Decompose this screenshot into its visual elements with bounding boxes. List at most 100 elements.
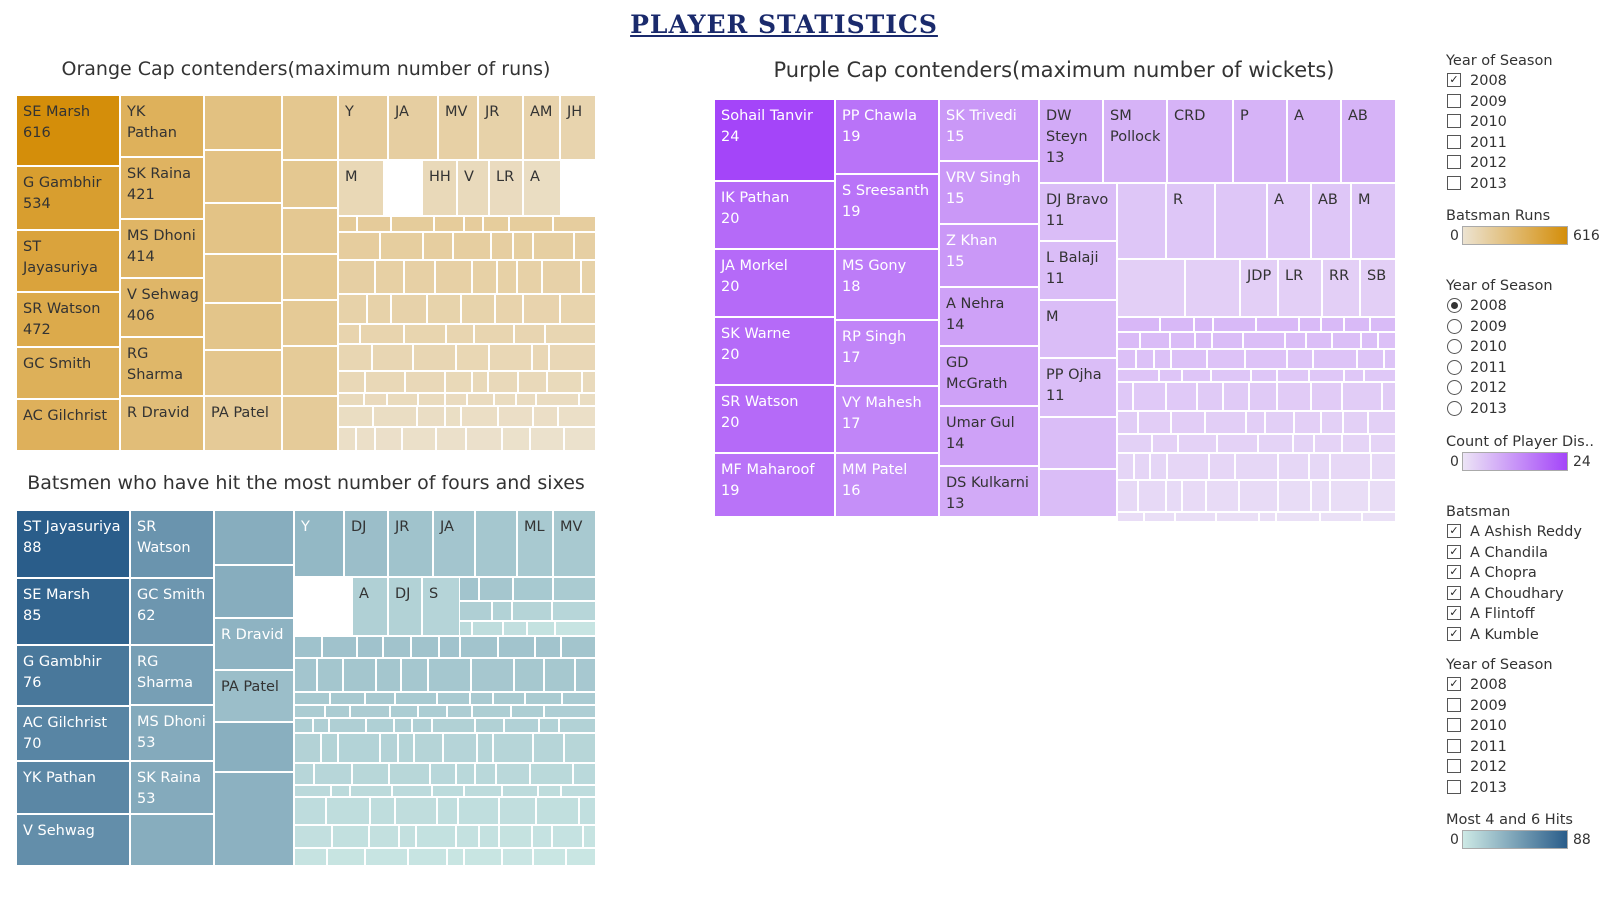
checkbox[interactable]: ✓ [1447, 524, 1461, 538]
lg-year1-option[interactable]: 2012 [1446, 153, 1553, 174]
checkbox[interactable]: ✓ [1447, 626, 1461, 641]
sixes-mark[interactable]: GC Smith 62 [130, 578, 214, 645]
checkbox[interactable]: ✓ [1447, 677, 1461, 691]
purple-mark[interactable]: VY Mahesh 17 [835, 386, 939, 453]
checkbox[interactable] [1447, 175, 1461, 190]
checkbox[interactable] [1447, 718, 1461, 732]
purple-mark[interactable]: AB [1341, 99, 1396, 183]
orange-mark[interactable]: ST Jayasuriya [16, 230, 120, 292]
checkbox[interactable]: ✓ [1447, 585, 1461, 600]
purple-mark[interactable]: DJ Bravo 11 [1039, 183, 1117, 241]
lg-year3-option[interactable]: 2012 [1446, 757, 1553, 778]
purple-mark[interactable]: MF Maharoof 19 [714, 453, 835, 517]
orange-mark[interactable] [204, 350, 282, 396]
orange-mark[interactable]: HH [422, 160, 457, 216]
purple-mark[interactable]: JA Morkel 20 [714, 249, 835, 317]
orange-mark[interactable]: AM [523, 95, 560, 160]
sixes-mark[interactable]: A [352, 577, 388, 636]
orange-mark[interactable] [282, 396, 338, 451]
checkbox[interactable] [1447, 114, 1461, 128]
sixes-mark[interactable] [130, 814, 214, 866]
sixes-mark[interactable] [214, 510, 294, 565]
purple-mark[interactable] [1117, 183, 1166, 259]
sixes-mark[interactable]: PA Patel [214, 670, 294, 722]
orange-mark[interactable] [282, 160, 338, 208]
checkbox[interactable] [1447, 738, 1461, 753]
sixes-mark[interactable]: SE Marsh 85 [16, 578, 130, 645]
purple-mark[interactable]: Z Khan 15 [939, 224, 1039, 287]
orange-mark[interactable]: M [338, 160, 384, 216]
purple-mark[interactable]: Umar Gul 14 [939, 406, 1039, 466]
lg-year1-option[interactable]: 2009 [1446, 92, 1553, 113]
purple-mark[interactable]: IK Pathan 20 [714, 181, 835, 249]
sixes-mark[interactable]: RG Sharma [130, 645, 214, 705]
orange-mark[interactable] [204, 254, 282, 303]
lg-batsman-option[interactable]: ✓ A Chandila [1446, 543, 1582, 564]
orange-mark[interactable]: A [523, 160, 561, 216]
sixes-mark[interactable]: MV [553, 510, 596, 577]
orange-mark[interactable]: MV [438, 95, 478, 160]
lg-batsman-option[interactable]: ✓ A Flintoff [1446, 604, 1582, 625]
orange-mark[interactable] [204, 303, 282, 350]
lg-year3-option[interactable]: 2009 [1446, 696, 1553, 717]
lg-year1-option[interactable]: 2011 [1446, 133, 1553, 154]
purple-mark[interactable]: M [1039, 300, 1117, 358]
purple-mark[interactable] [1185, 259, 1240, 317]
orange-mark[interactable]: MS Dhoni 414 [120, 219, 204, 278]
purple-mark[interactable]: CRD [1167, 99, 1233, 183]
orange-mark[interactable]: V Sehwag 406 [120, 278, 204, 337]
purple-mark[interactable]: S Sreesanth 19 [835, 174, 939, 249]
purple-mark[interactable]: Sohail Tanvir 24 [714, 99, 835, 181]
sixes-mark[interactable]: DJ [344, 510, 388, 577]
lg-batsman-option[interactable]: ✓ A Chopra [1446, 563, 1582, 584]
purple-mark[interactable] [1039, 469, 1117, 517]
orange-mark[interactable] [282, 208, 338, 254]
checkbox[interactable] [1447, 697, 1461, 712]
purple-mark[interactable]: R [1166, 183, 1215, 259]
purple-mark[interactable]: LR [1278, 259, 1322, 317]
checkbox[interactable]: ✓ [1447, 606, 1461, 620]
lg-year1-option[interactable]: ✓ 2008 [1446, 71, 1553, 92]
sixes-mark[interactable]: Y [294, 510, 344, 577]
radio-button[interactable] [1447, 400, 1462, 416]
lg-year2-option[interactable]: 2008 [1446, 296, 1553, 317]
sixes-mark[interactable]: ST Jayasuriya 88 [16, 510, 130, 578]
lg-batsman-option[interactable]: ✓ A Ashish Reddy [1446, 522, 1582, 543]
purple-mark[interactable]: L Balaji 11 [1039, 241, 1117, 300]
purple-mark[interactable]: MS Gony 18 [835, 249, 939, 320]
orange-mark[interactable] [204, 203, 282, 254]
orange-mark[interactable]: YK Pathan [120, 95, 204, 157]
purple-mark[interactable]: A [1267, 183, 1311, 259]
orange-mark[interactable]: SK Raina 421 [120, 157, 204, 219]
orange-mark[interactable]: R Dravid [120, 396, 204, 451]
purple-mark[interactable]: RP Singh 17 [835, 320, 939, 386]
purple-mark[interactable]: DW Steyn 13 [1039, 99, 1103, 183]
orange-mark[interactable]: PA Patel [204, 396, 282, 451]
orange-mark[interactable]: RG Sharma [120, 337, 204, 396]
sixes-mark[interactable]: DJ [388, 577, 422, 636]
orange-mark[interactable]: SE Marsh 616 [16, 95, 120, 166]
orange-mark[interactable]: Y [338, 95, 388, 160]
sixes-mark[interactable] [214, 722, 294, 772]
orange-mark[interactable] [204, 95, 282, 150]
purple-mark[interactable]: A [1287, 99, 1341, 183]
checkbox[interactable] [1447, 779, 1461, 794]
lg-batsman-option[interactable]: ✓ A Kumble [1446, 625, 1582, 646]
orange-mark[interactable] [282, 346, 338, 396]
purple-mark[interactable] [1039, 417, 1117, 469]
purple-mark[interactable]: GD McGrath [939, 346, 1039, 406]
sixes-mark[interactable]: JA [433, 510, 475, 577]
checkbox[interactable] [1447, 759, 1461, 773]
orange-mark[interactable]: G Gambhir 534 [16, 166, 120, 230]
radio-button[interactable] [1447, 318, 1462, 334]
purple-mark[interactable]: RR [1322, 259, 1360, 317]
orange-mark[interactable]: V [457, 160, 489, 216]
lg-year3-option[interactable]: 2010 [1446, 716, 1553, 737]
purple-mark[interactable]: M [1351, 183, 1396, 259]
orange-mark[interactable]: SR Watson 472 [16, 292, 120, 347]
purple-mark[interactable]: JDP [1240, 259, 1278, 317]
orange-mark[interactable] [282, 95, 338, 160]
checkbox[interactable] [1447, 93, 1461, 108]
checkbox[interactable] [1447, 155, 1461, 169]
sixes-mark[interactable]: AC Gilchrist 70 [16, 706, 130, 761]
